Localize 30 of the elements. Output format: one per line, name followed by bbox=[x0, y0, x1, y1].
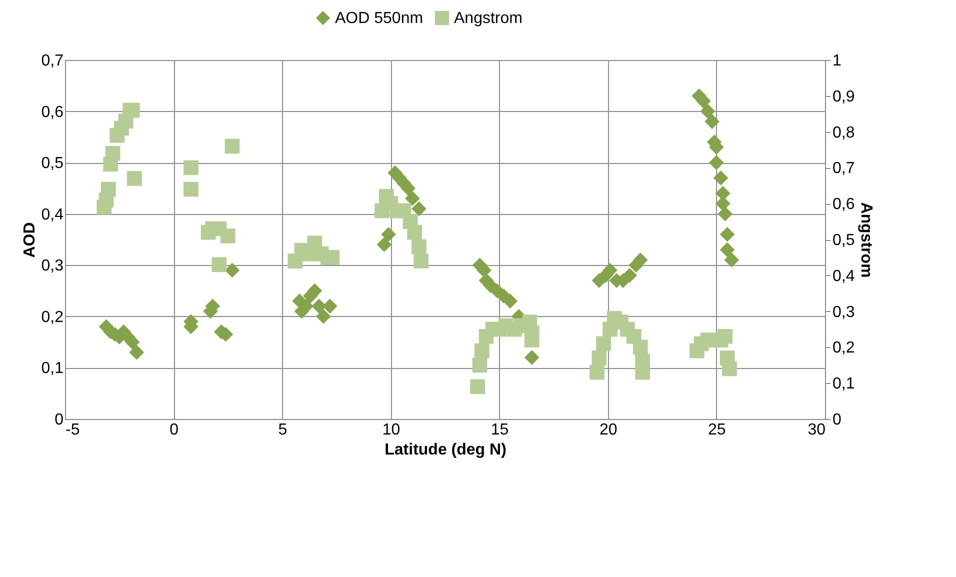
y2-tick-label: 0,1 bbox=[832, 376, 855, 393]
x-tick-label: 25 bbox=[708, 422, 726, 438]
legend-label: Angstrom bbox=[454, 10, 522, 27]
y2-tick-label: 0,4 bbox=[832, 268, 855, 285]
x-tick-label: 10 bbox=[382, 422, 400, 438]
y-tick-label: 0,2 bbox=[41, 308, 64, 326]
y-tick-label: 0,7 bbox=[41, 52, 64, 70]
y2-tick-label: 0,5 bbox=[832, 232, 855, 249]
x-axis-title: Latitude (deg N) bbox=[384, 442, 506, 458]
y2-tick-label: 0,2 bbox=[832, 340, 855, 357]
legend-label: AOD 550nm bbox=[335, 10, 424, 27]
x-tick-label: -5 bbox=[66, 422, 80, 438]
y-tick-label: 0,4 bbox=[41, 206, 64, 224]
y-tick-label: 0,5 bbox=[41, 155, 64, 172]
x-tick-label: 0 bbox=[170, 422, 179, 438]
y-tick-label: 0,3 bbox=[41, 258, 64, 275]
y-axis-title: AOD bbox=[21, 222, 38, 258]
x-tick-label: 15 bbox=[490, 422, 509, 438]
x-tick-label: 5 bbox=[278, 422, 288, 438]
y-tick-label: 0,1 bbox=[41, 360, 64, 378]
y-tick-label: 0,6 bbox=[41, 104, 64, 121]
y2-axis-title: Angstrom bbox=[858, 202, 875, 278]
y2-tick-label: 0,6 bbox=[832, 196, 855, 214]
x-tick-label: 30 bbox=[808, 422, 826, 438]
y2-tick-label: 0,3 bbox=[832, 304, 855, 321]
y2-tick-label: 1 bbox=[832, 52, 842, 70]
x-tick-label: 20 bbox=[599, 422, 618, 438]
y2-tick-label: 0,7 bbox=[832, 160, 855, 178]
y2-tick-label: 0,9 bbox=[832, 88, 855, 106]
y2-tick-label: 0,8 bbox=[832, 124, 855, 142]
